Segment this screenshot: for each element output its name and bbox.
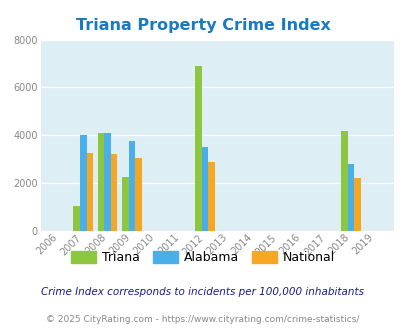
Bar [111, 154, 117, 231]
Bar [80, 135, 86, 231]
Bar [135, 158, 141, 231]
Legend: Triana, Alabama, National: Triana, Alabama, National [66, 246, 339, 269]
Bar [354, 178, 360, 231]
Bar [104, 133, 111, 231]
Text: Triana Property Crime Index: Triana Property Crime Index [75, 18, 330, 33]
Bar [208, 162, 214, 231]
Bar [195, 66, 201, 231]
Bar [86, 153, 93, 231]
Text: © 2025 CityRating.com - https://www.cityrating.com/crime-statistics/: © 2025 CityRating.com - https://www.city… [46, 315, 359, 324]
Bar [347, 164, 354, 231]
Bar [341, 130, 347, 231]
Bar [122, 177, 128, 231]
Bar [73, 206, 80, 231]
Bar [128, 141, 135, 231]
Text: Crime Index corresponds to incidents per 100,000 inhabitants: Crime Index corresponds to incidents per… [41, 287, 364, 297]
Bar [98, 133, 104, 231]
Bar [201, 147, 208, 231]
